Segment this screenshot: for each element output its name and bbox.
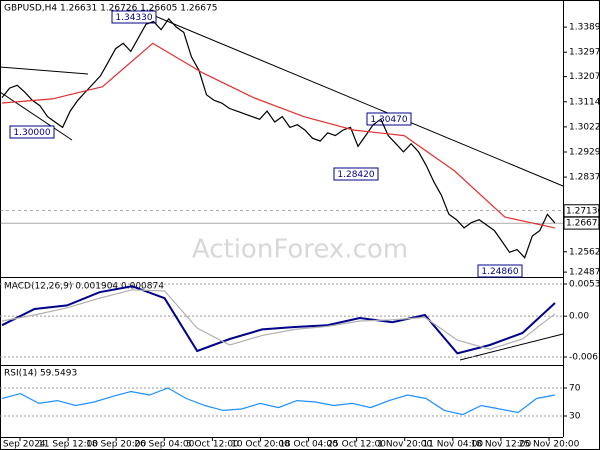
series-line bbox=[1, 387, 556, 416]
chart-title: GBPUSD,H4 1.26631 1.26726 1.26605 1.2667… bbox=[4, 4, 217, 14]
x-tick-label: 11 Sep 12:00 bbox=[38, 440, 98, 450]
annotation-label: 1.34330 bbox=[115, 13, 152, 23]
y-tick-label: 1.32070 bbox=[569, 72, 600, 82]
x-tick-label: 3 Oct 12:00 bbox=[186, 440, 239, 450]
watermark: ActionForex.com bbox=[192, 235, 408, 265]
trend-line bbox=[0, 91, 73, 141]
y-tick-label: 0.00 bbox=[569, 312, 589, 322]
annotation: 1.30470 bbox=[366, 112, 412, 126]
price-level-box bbox=[563, 216, 600, 230]
y-tick-label: 1.31145 bbox=[569, 97, 600, 107]
y-tick-label: 1.29295 bbox=[569, 147, 600, 157]
trend-line bbox=[149, 13, 564, 187]
x-tick-label: 18 Oct 04:00 bbox=[279, 440, 338, 450]
y-tick-label: 30 bbox=[569, 412, 581, 422]
annotation-label: 1.30000 bbox=[13, 128, 50, 138]
x-tick-label: 25 Oct 12:00 bbox=[327, 440, 386, 450]
y-tick-label: 1.24870 bbox=[569, 268, 600, 278]
y-tick-label: 0.005359 bbox=[569, 280, 600, 290]
series-line bbox=[1, 17, 556, 259]
price-level-label: 1.26675 bbox=[566, 219, 600, 229]
x-tick-label: 10 Oct 20:00 bbox=[231, 440, 290, 450]
y-tick-label: 1.30220 bbox=[569, 122, 600, 132]
indicator-title: MACD(12,26,9) 0.001904 0.000874 bbox=[4, 282, 164, 292]
annotation: 1.34330 bbox=[111, 10, 157, 24]
trend-line bbox=[0, 66, 89, 75]
y-tick-label: -0.006798 bbox=[569, 353, 600, 363]
x-tick-label: 18 Sep 20:00 bbox=[86, 440, 146, 450]
annotation-label: 1.28420 bbox=[337, 170, 374, 180]
price-level-label: 1.27130 bbox=[566, 206, 600, 216]
series-line bbox=[1, 289, 556, 350]
x-tick-label: 25 Nov 20:00 bbox=[519, 440, 580, 450]
y-tick-label: 1.28370 bbox=[569, 173, 600, 183]
x-tick-label: 26 Sep 04:00 bbox=[134, 440, 194, 450]
annotation: 1.24860 bbox=[477, 264, 523, 278]
annotation-label: 1.30470 bbox=[370, 115, 407, 125]
annotation-label: 1.24860 bbox=[481, 267, 518, 277]
y-tick-label: 1.25620 bbox=[569, 247, 600, 257]
y-tick-label: 1.33895 bbox=[569, 23, 600, 33]
indicator-title: RSI(14) 59.5493 bbox=[4, 369, 77, 379]
y-tick-label: 70 bbox=[569, 384, 581, 394]
y-tick-label: 1.32970 bbox=[569, 48, 600, 58]
x-tick-label: 11 Nov 04:00 bbox=[422, 440, 483, 450]
x-tick-label: 1 Nov 20:00 bbox=[377, 440, 432, 450]
series-line bbox=[1, 285, 556, 355]
x-tick-label: 4 Sep 2024 bbox=[0, 440, 46, 450]
annotation: 1.30000 bbox=[9, 125, 55, 139]
x-tick-label: 18 Nov 12:00 bbox=[471, 440, 532, 450]
trend-line bbox=[459, 333, 564, 361]
annotation: 1.28420 bbox=[333, 167, 379, 181]
series-line bbox=[1, 42, 556, 229]
